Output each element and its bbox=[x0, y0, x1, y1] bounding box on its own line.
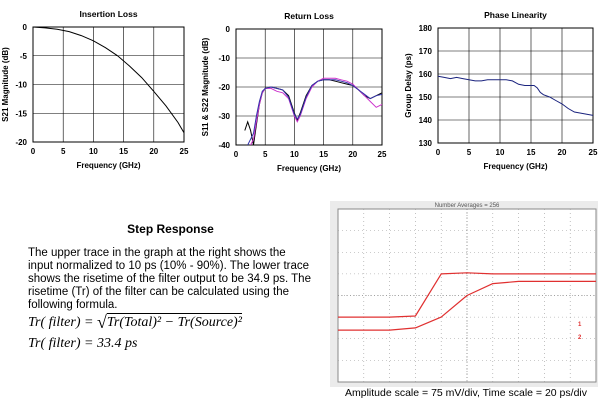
risetime-formula: Tr( filter) = √Tr(Total)² − Tr(Source)² bbox=[28, 312, 242, 333]
series-line-3 bbox=[247, 79, 383, 146]
input-step-trace bbox=[338, 272, 596, 318]
y-axis-label: S21 Magnitude (dB) bbox=[1, 47, 10, 122]
sqrt-symbol: √ bbox=[96, 312, 107, 332]
y-axis-label: Group Delay (ps) bbox=[404, 53, 413, 118]
x-tick-label: 25 bbox=[180, 147, 189, 156]
y-tick-label: -15 bbox=[15, 109, 27, 118]
x-axis-label: Frequency (GHz) bbox=[483, 162, 547, 171]
risetime-result: Tr( filter) = 33.4 ps bbox=[28, 336, 138, 351]
x-axis-label: Frequency (GHz) bbox=[277, 164, 341, 173]
step-response-panel: Step Response The upper trace in the gra… bbox=[28, 222, 313, 351]
y-tick-label: -40 bbox=[218, 141, 230, 150]
y-tick-label: -10 bbox=[15, 81, 27, 90]
x-tick-label: 15 bbox=[119, 147, 128, 156]
y-tick-label: 0 bbox=[226, 25, 231, 34]
output-step-trace bbox=[338, 280, 596, 331]
chart-title: Insertion Loss bbox=[79, 9, 137, 19]
trace-marker-2: 2 bbox=[578, 335, 582, 341]
x-tick-label: 20 bbox=[348, 150, 357, 159]
y-axis-label: S11 & S22 Magnitude (dB) bbox=[201, 37, 210, 136]
y-tick-label: 130 bbox=[419, 139, 433, 148]
x-tick-label: 5 bbox=[61, 147, 66, 156]
formula-radicand: Tr(Total)² − Tr(Source)² bbox=[106, 313, 242, 330]
x-tick-label: 0 bbox=[436, 148, 441, 157]
x-tick-label: 25 bbox=[378, 150, 387, 159]
x-tick-label: 0 bbox=[234, 150, 239, 159]
y-tick-label: -20 bbox=[15, 138, 27, 147]
trace-marker-1: 1 bbox=[578, 322, 582, 328]
x-tick-label: 20 bbox=[149, 147, 158, 156]
scope-display: Number Averages = 256 1 2 bbox=[330, 201, 598, 387]
x-tick-label: 5 bbox=[263, 150, 268, 159]
scope-caption: Amplitude scale = 75 mV/div, Time scale … bbox=[344, 387, 587, 399]
y-tick-label: -30 bbox=[218, 112, 230, 121]
y-tick-label: 0 bbox=[23, 23, 28, 32]
x-axis-label: Frequency (GHz) bbox=[76, 161, 140, 170]
scope-header: Number Averages = 256 bbox=[435, 203, 500, 209]
chart-1: 0 5 10 15 20 25 0 -5 -10 -15 -20 Insertion Loss Freq… bbox=[1, 9, 189, 170]
x-tick-label: 10 bbox=[89, 147, 98, 156]
y-tick-label: 140 bbox=[419, 116, 433, 125]
x-tick-label: 15 bbox=[319, 150, 328, 159]
x-tick-label: 20 bbox=[558, 148, 567, 157]
x-tick-label: 0 bbox=[31, 147, 36, 156]
chart-3: 0 5 10 15 20 25 180 170 160 150 140 130 Phase Linear… bbox=[404, 10, 598, 171]
chart-title: Phase Linearity bbox=[484, 10, 547, 20]
x-tick-label: 10 bbox=[290, 150, 299, 159]
chart-2: 0 5 10 15 20 25 0 -10 -20 -30 -40 Return Loss Freque… bbox=[201, 11, 387, 173]
chart-title: Return Loss bbox=[284, 11, 334, 21]
series-line-1 bbox=[437, 75, 594, 116]
y-tick-label: 170 bbox=[419, 47, 433, 56]
step-response-title: Step Response bbox=[127, 222, 214, 236]
x-tick-label: 15 bbox=[527, 148, 536, 157]
series-line-1 bbox=[32, 26, 185, 134]
y-tick-label: 150 bbox=[419, 93, 433, 102]
y-tick-label: -10 bbox=[218, 54, 230, 63]
x-tick-label: 25 bbox=[589, 148, 598, 157]
x-tick-label: 5 bbox=[467, 148, 472, 157]
y-tick-label: -5 bbox=[20, 52, 28, 61]
y-tick-label: 160 bbox=[419, 70, 433, 79]
y-tick-label: 180 bbox=[419, 24, 433, 33]
plot-frame bbox=[437, 27, 594, 144]
x-tick-label: 10 bbox=[496, 148, 505, 157]
step-response-description: The upper trace in the graph at the righ… bbox=[28, 247, 311, 311]
y-tick-label: -20 bbox=[218, 83, 230, 92]
formula-lhs: Tr( filter) = bbox=[28, 315, 97, 330]
